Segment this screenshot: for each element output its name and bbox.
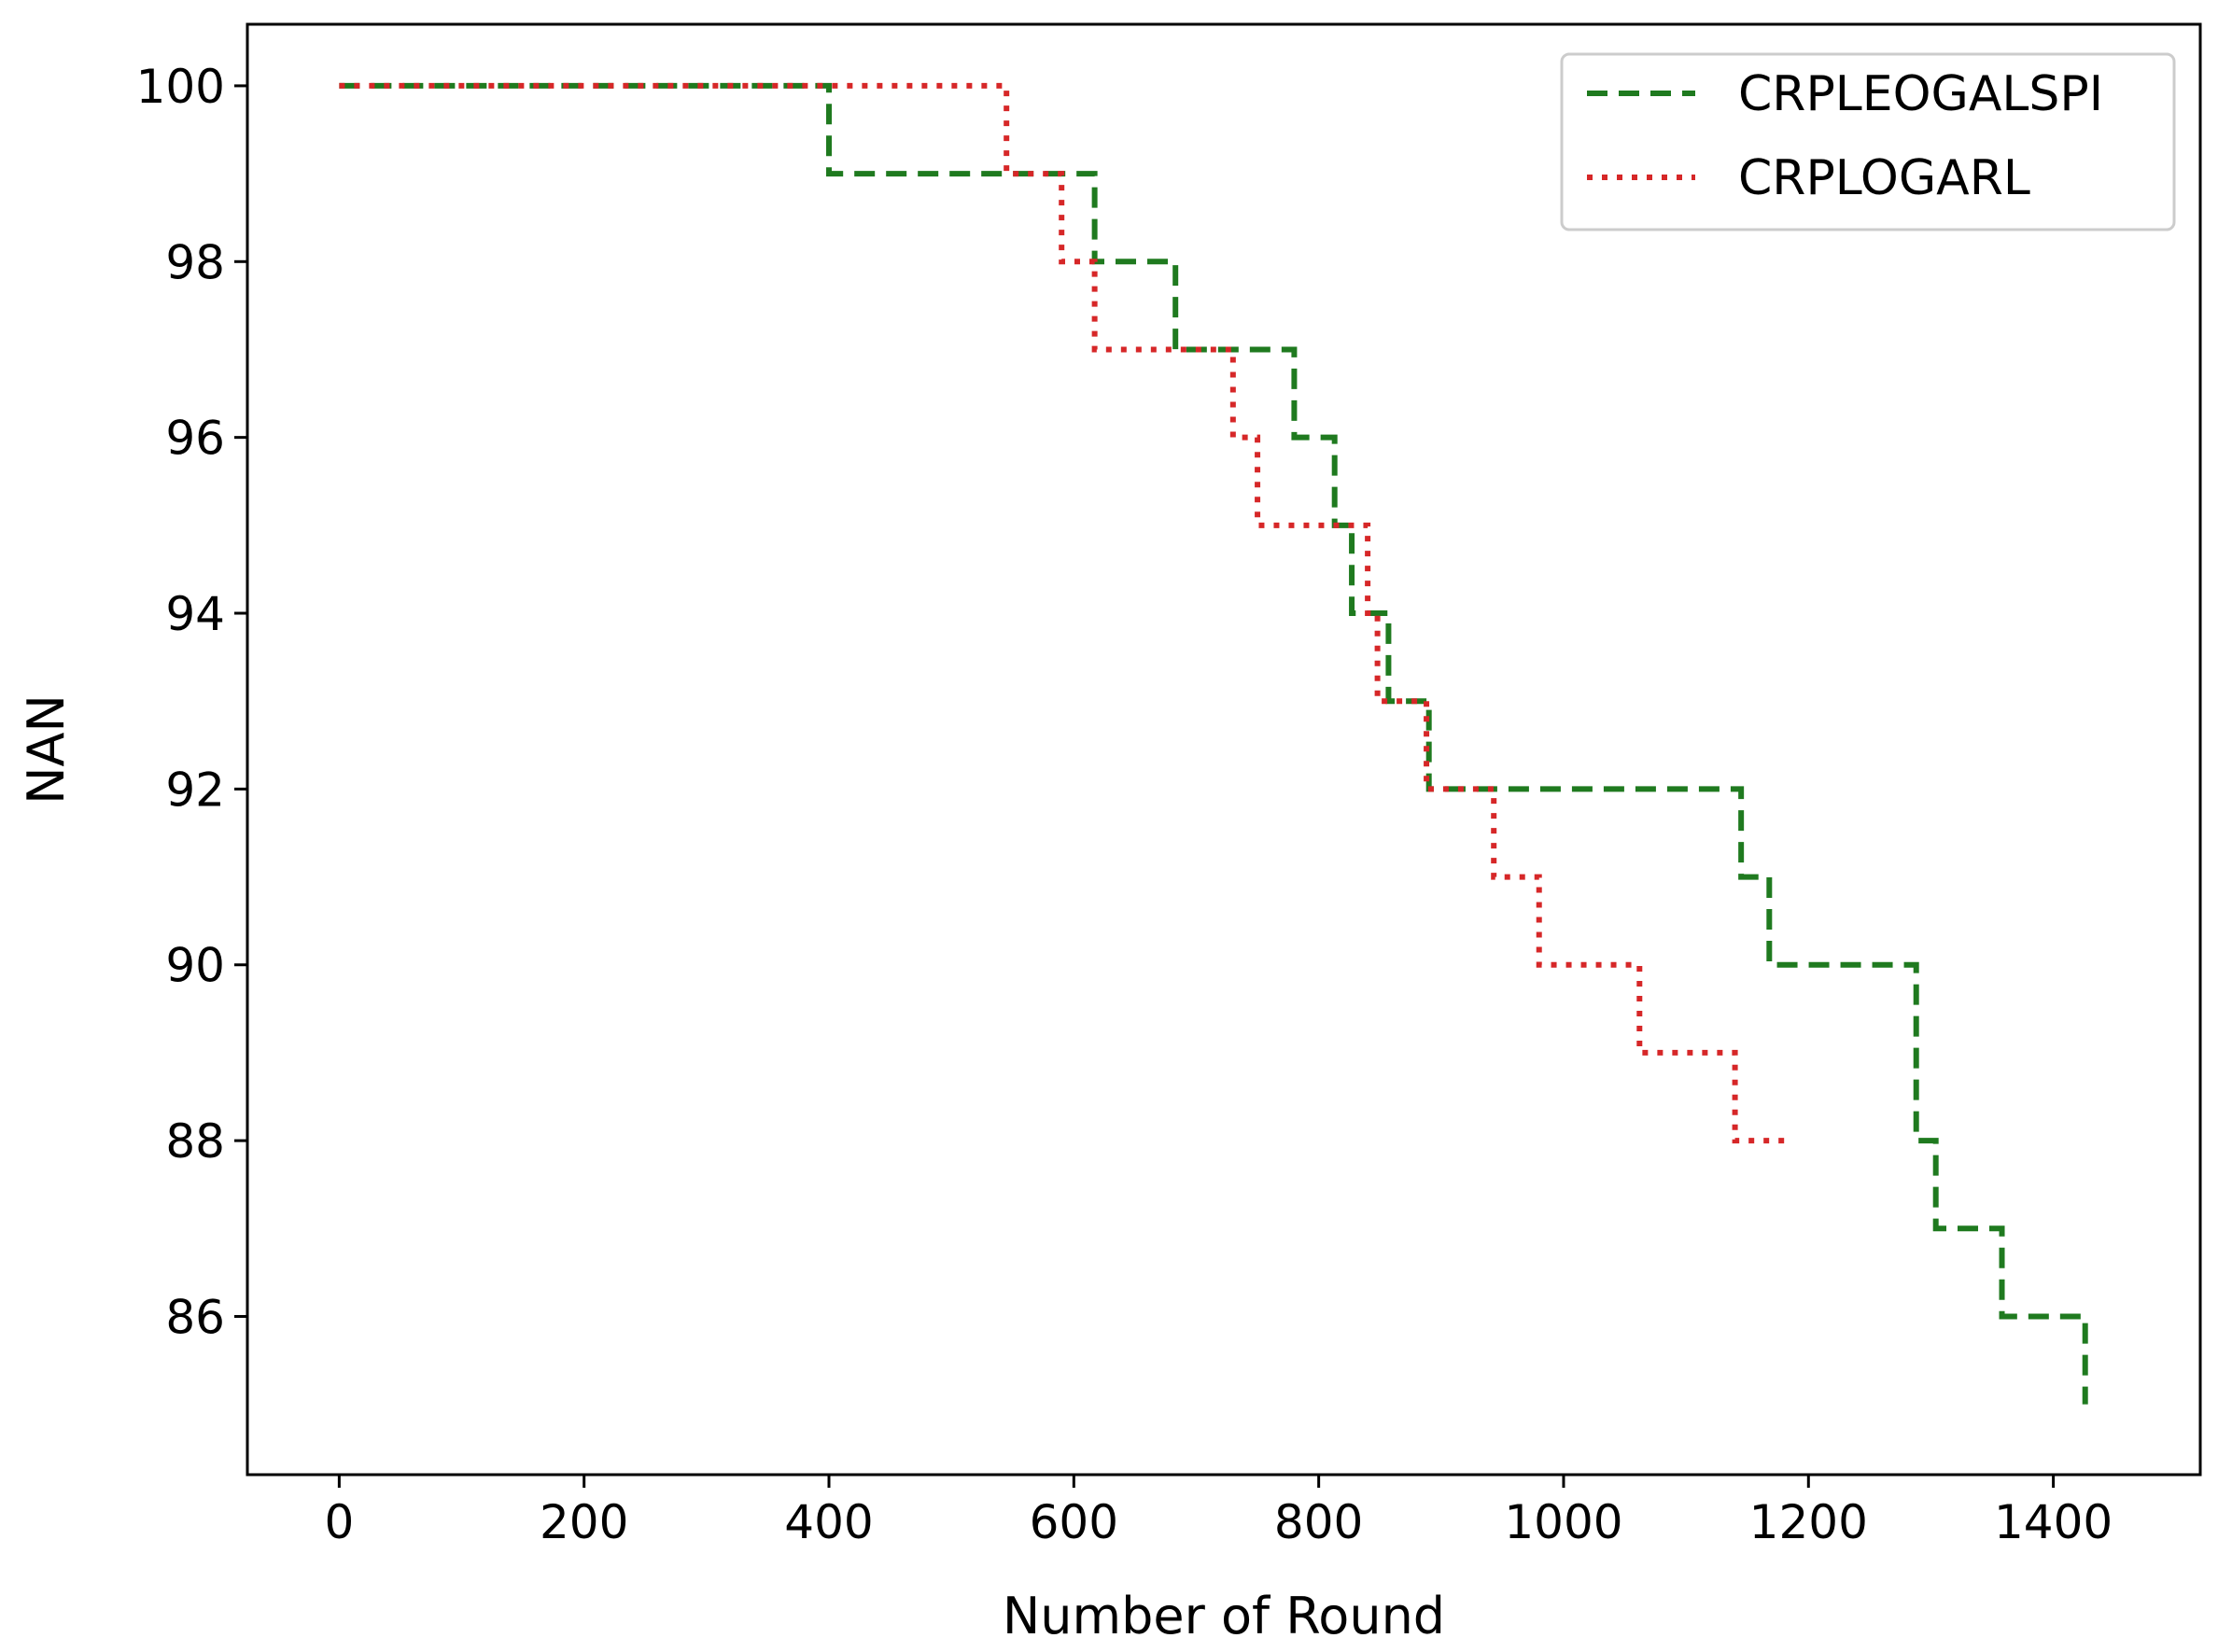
data-point-crplogarl: [338, 85, 340, 87]
x-tick-label: 600: [1030, 1495, 1118, 1549]
x-tick-label: 1400: [1994, 1495, 2113, 1549]
y-tick-label: 86: [165, 1290, 225, 1344]
data-point-crplogarl: [1734, 1140, 1736, 1141]
legend-box: [1560, 52, 2176, 231]
y-tick-label: 98: [165, 235, 225, 289]
legend: CRPLEOGALSPI CRPLOGARL: [1560, 52, 2176, 231]
y-tick-label: 92: [165, 763, 225, 817]
y-axis: 86 88 90 92 94 96 98 100: [136, 60, 247, 1344]
legend-label-crplogarl: CRPLOGARL: [1738, 150, 2030, 206]
data-point-crpleogalspi: [1916, 1140, 1917, 1141]
data-point-crplogarl: [1005, 173, 1007, 175]
data-point-crplogarl: [1256, 525, 1258, 526]
x-tick-label: 200: [540, 1495, 628, 1549]
data-point-crpleogalspi: [1740, 876, 1742, 878]
data-point-crpleogalspi: [2085, 1404, 2086, 1406]
data-point-crpleogalspi: [2001, 1315, 2003, 1317]
legend-label-crpleogalspi: CRPLEOGALSPI: [1738, 66, 2103, 122]
data-point-crpleogalspi: [1935, 1227, 1937, 1229]
x-tick-label: 400: [784, 1495, 873, 1549]
y-tick-label: 96: [165, 412, 225, 466]
data-point-crplogarl: [1060, 260, 1062, 262]
x-axis-label: Number of Round: [1003, 1587, 1445, 1645]
data-point-crplogarl: [1367, 612, 1369, 614]
data-point-crpleogalspi: [1768, 964, 1770, 966]
x-tick-label: 800: [1274, 1495, 1363, 1549]
x-tick-label: 1000: [1504, 1495, 1622, 1549]
x-axis: 0 200 400 600 800 1000 1200 1400: [324, 1475, 2113, 1549]
series-layer: [338, 82, 2088, 1406]
data-point-crplogarl: [1538, 964, 1540, 966]
y-tick-label: 100: [136, 60, 225, 114]
plot-area: [246, 22, 2202, 1477]
data-point-crpleogalspi: [828, 173, 830, 175]
data-point-crplogarl: [1094, 348, 1096, 350]
y-tick-label: 90: [165, 939, 225, 993]
x-tick-label: 0: [324, 1495, 354, 1549]
y-axis-label: NAN: [17, 694, 76, 805]
x-tick-label: 1200: [1749, 1495, 1868, 1549]
data-point-crplogarl: [1425, 788, 1427, 790]
data-point-crpleogalspi: [1351, 612, 1353, 614]
data-point-crplogarl: [1232, 437, 1234, 439]
data-point-crplogarl: [1377, 700, 1379, 702]
data-point-crplogarl: [1638, 1052, 1640, 1054]
y-tick-label: 94: [165, 587, 225, 641]
data-point-crplogarl: [1493, 876, 1495, 878]
data-point-crpleogalspi: [1293, 437, 1295, 439]
y-tick-label: 88: [165, 1114, 225, 1169]
data-point-crpleogalspi: [1387, 700, 1389, 702]
data-point-crplogarl: [1790, 1140, 1791, 1141]
data-point-crpleogalspi: [1174, 348, 1176, 350]
series-line-crpleogalspi: [339, 82, 2088, 1405]
